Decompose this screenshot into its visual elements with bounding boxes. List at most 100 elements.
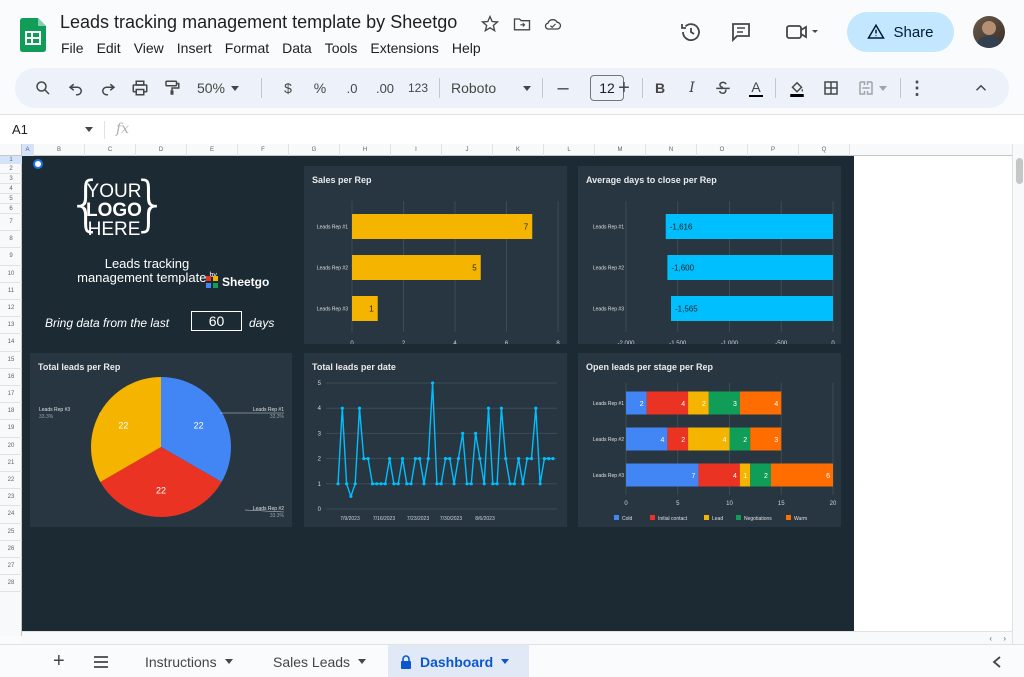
row-header[interactable]: 12 — [0, 300, 22, 318]
row-header[interactable]: 15 — [0, 352, 22, 369]
undo-icon[interactable] — [65, 76, 87, 100]
row-header[interactable]: 10 — [0, 266, 22, 283]
column-header[interactable]: G — [289, 144, 340, 156]
row-header[interactable]: 4 — [0, 184, 22, 194]
fill-color-icon[interactable] — [785, 76, 809, 100]
decrease-decimal-button[interactable]: .0 — [339, 76, 365, 100]
vertical-scrollbar[interactable] — [1012, 144, 1024, 644]
column-header[interactable]: L — [544, 144, 595, 156]
all-sheets-icon[interactable] — [93, 656, 109, 668]
menu-help[interactable]: Help — [451, 40, 481, 56]
chevron-down-icon[interactable] — [224, 659, 233, 664]
menu-tools[interactable]: Tools — [324, 40, 358, 56]
row-header[interactable]: 3 — [0, 174, 22, 184]
row-header[interactable]: 7 — [0, 214, 22, 232]
sheet-grid[interactable]: { } YOUR LOGO HERE Leads tracking manage… — [22, 156, 1012, 631]
open-leads-per-stage-chart[interactable]: Open leads per stage per Rep 0 5 10 15 20 Lea… — [578, 353, 841, 527]
redo-icon[interactable] — [97, 76, 119, 100]
menu-edit[interactable]: Edit — [96, 40, 121, 56]
scroll-right-icon[interactable]: › — [1003, 634, 1006, 643]
font-size-input[interactable]: 12 — [590, 75, 624, 101]
scrollbar-thumb[interactable] — [1016, 158, 1023, 184]
row-header[interactable]: 14 — [0, 334, 22, 352]
sales-per-rep-chart[interactable]: Sales per Rep 0 2 4 6 8 Leads Rep #1 7 Leads Re… — [304, 166, 567, 344]
collapse-toolbar-icon[interactable] — [970, 76, 992, 100]
column-header[interactable]: J — [442, 144, 493, 156]
row-header[interactable]: 27 — [0, 558, 22, 576]
sheets-logo-icon[interactable] — [20, 18, 46, 52]
column-header[interactable]: P — [748, 144, 799, 156]
menu-data[interactable]: Data — [282, 40, 312, 56]
chevron-down-icon[interactable] — [84, 126, 94, 134]
meet-icon[interactable] — [784, 20, 818, 44]
document-title[interactable]: Leads tracking management template by Sh… — [60, 12, 458, 32]
menu-file[interactable]: File — [61, 40, 84, 56]
row-header[interactable]: 6 — [0, 204, 22, 214]
column-header[interactable]: I — [391, 144, 442, 156]
share-button[interactable]: Share — [847, 12, 954, 52]
menu-extensions[interactable]: Extensions — [370, 40, 439, 56]
selection-handle[interactable] — [33, 159, 43, 169]
row-header[interactable]: 17 — [0, 386, 22, 404]
chevron-down-icon[interactable] — [358, 659, 367, 664]
row-header[interactable]: 24 — [0, 506, 22, 524]
version-history-icon[interactable] — [679, 20, 703, 44]
name-box[interactable]: A1 — [12, 122, 28, 137]
tab-instructions[interactable]: Instructions — [133, 645, 245, 677]
row-header[interactable]: 5 — [0, 194, 22, 204]
column-header[interactable]: N — [646, 144, 697, 156]
row-header[interactable]: 9 — [0, 248, 22, 266]
column-header[interactable]: Q — [799, 144, 850, 156]
font-select[interactable]: Roboto — [451, 76, 531, 100]
merge-cells-icon[interactable] — [853, 76, 891, 100]
column-header[interactable]: D — [136, 144, 187, 156]
star-icon[interactable] — [480, 14, 500, 34]
tab-dashboard[interactable]: Dashboard — [388, 645, 529, 677]
row-header[interactable]: 21 — [0, 455, 22, 472]
row-header[interactable]: 8 — [0, 231, 22, 249]
chevron-down-icon[interactable] — [501, 659, 510, 664]
avg-days-to-close-chart[interactable]: Average days to close per Rep -2,000 -1,5… — [578, 166, 841, 344]
row-header[interactable]: 25 — [0, 524, 22, 541]
menu-view[interactable]: View — [133, 40, 164, 56]
avatar[interactable] — [973, 16, 1005, 48]
column-header[interactable]: B — [34, 144, 85, 156]
print-icon[interactable] — [129, 76, 151, 100]
row-header[interactable]: 13 — [0, 317, 22, 335]
column-header[interactable]: F — [238, 144, 289, 156]
increase-decimal-button[interactable]: .00 — [370, 76, 400, 100]
days-input[interactable]: 60 — [191, 311, 242, 331]
total-leads-per-rep-chart[interactable]: Total leads per Rep 22 Leads Rep #1 33.3% 2… — [30, 353, 292, 527]
row-header[interactable]: 22 — [0, 472, 22, 490]
horizontal-scrollbar[interactable]: ‹ › — [22, 631, 1012, 644]
column-header[interactable]: E — [187, 144, 238, 156]
column-header[interactable]: M — [595, 144, 646, 156]
paint-format-icon[interactable] — [161, 76, 183, 100]
menu-insert[interactable]: Insert — [176, 40, 212, 56]
more-options-icon[interactable]: ⋮ — [908, 77, 926, 98]
zoom-select[interactable]: 50% — [193, 76, 243, 100]
currency-format-button[interactable]: $ — [277, 76, 299, 100]
column-header[interactable]: K — [493, 144, 544, 156]
row-header[interactable]: 11 — [0, 283, 22, 300]
search-menus-icon[interactable] — [32, 76, 54, 100]
row-header[interactable]: 20 — [0, 438, 22, 455]
tab-sales-leads[interactable]: Sales Leads — [261, 645, 378, 677]
column-header[interactable]: O — [697, 144, 748, 156]
scroll-left-icon[interactable]: ‹ — [989, 634, 992, 643]
column-header[interactable]: C — [85, 144, 136, 156]
borders-icon[interactable] — [820, 76, 842, 100]
percent-format-button[interactable]: % — [309, 76, 331, 100]
move-folder-icon[interactable] — [512, 14, 532, 34]
decrease-font-size-button[interactable]: – — [557, 76, 569, 99]
bold-button[interactable]: B — [649, 76, 671, 100]
select-all-corner[interactable] — [0, 144, 22, 156]
more-formats-button[interactable]: 123 — [405, 76, 431, 100]
row-header[interactable]: 28 — [0, 575, 22, 593]
column-header[interactable]: A — [22, 144, 34, 156]
row-header[interactable]: 2 — [0, 164, 22, 174]
add-sheet-icon[interactable]: + — [53, 650, 65, 672]
italic-button[interactable]: I — [681, 76, 703, 100]
row-header[interactable]: 19 — [0, 420, 22, 438]
row-header[interactable]: 26 — [0, 541, 22, 558]
